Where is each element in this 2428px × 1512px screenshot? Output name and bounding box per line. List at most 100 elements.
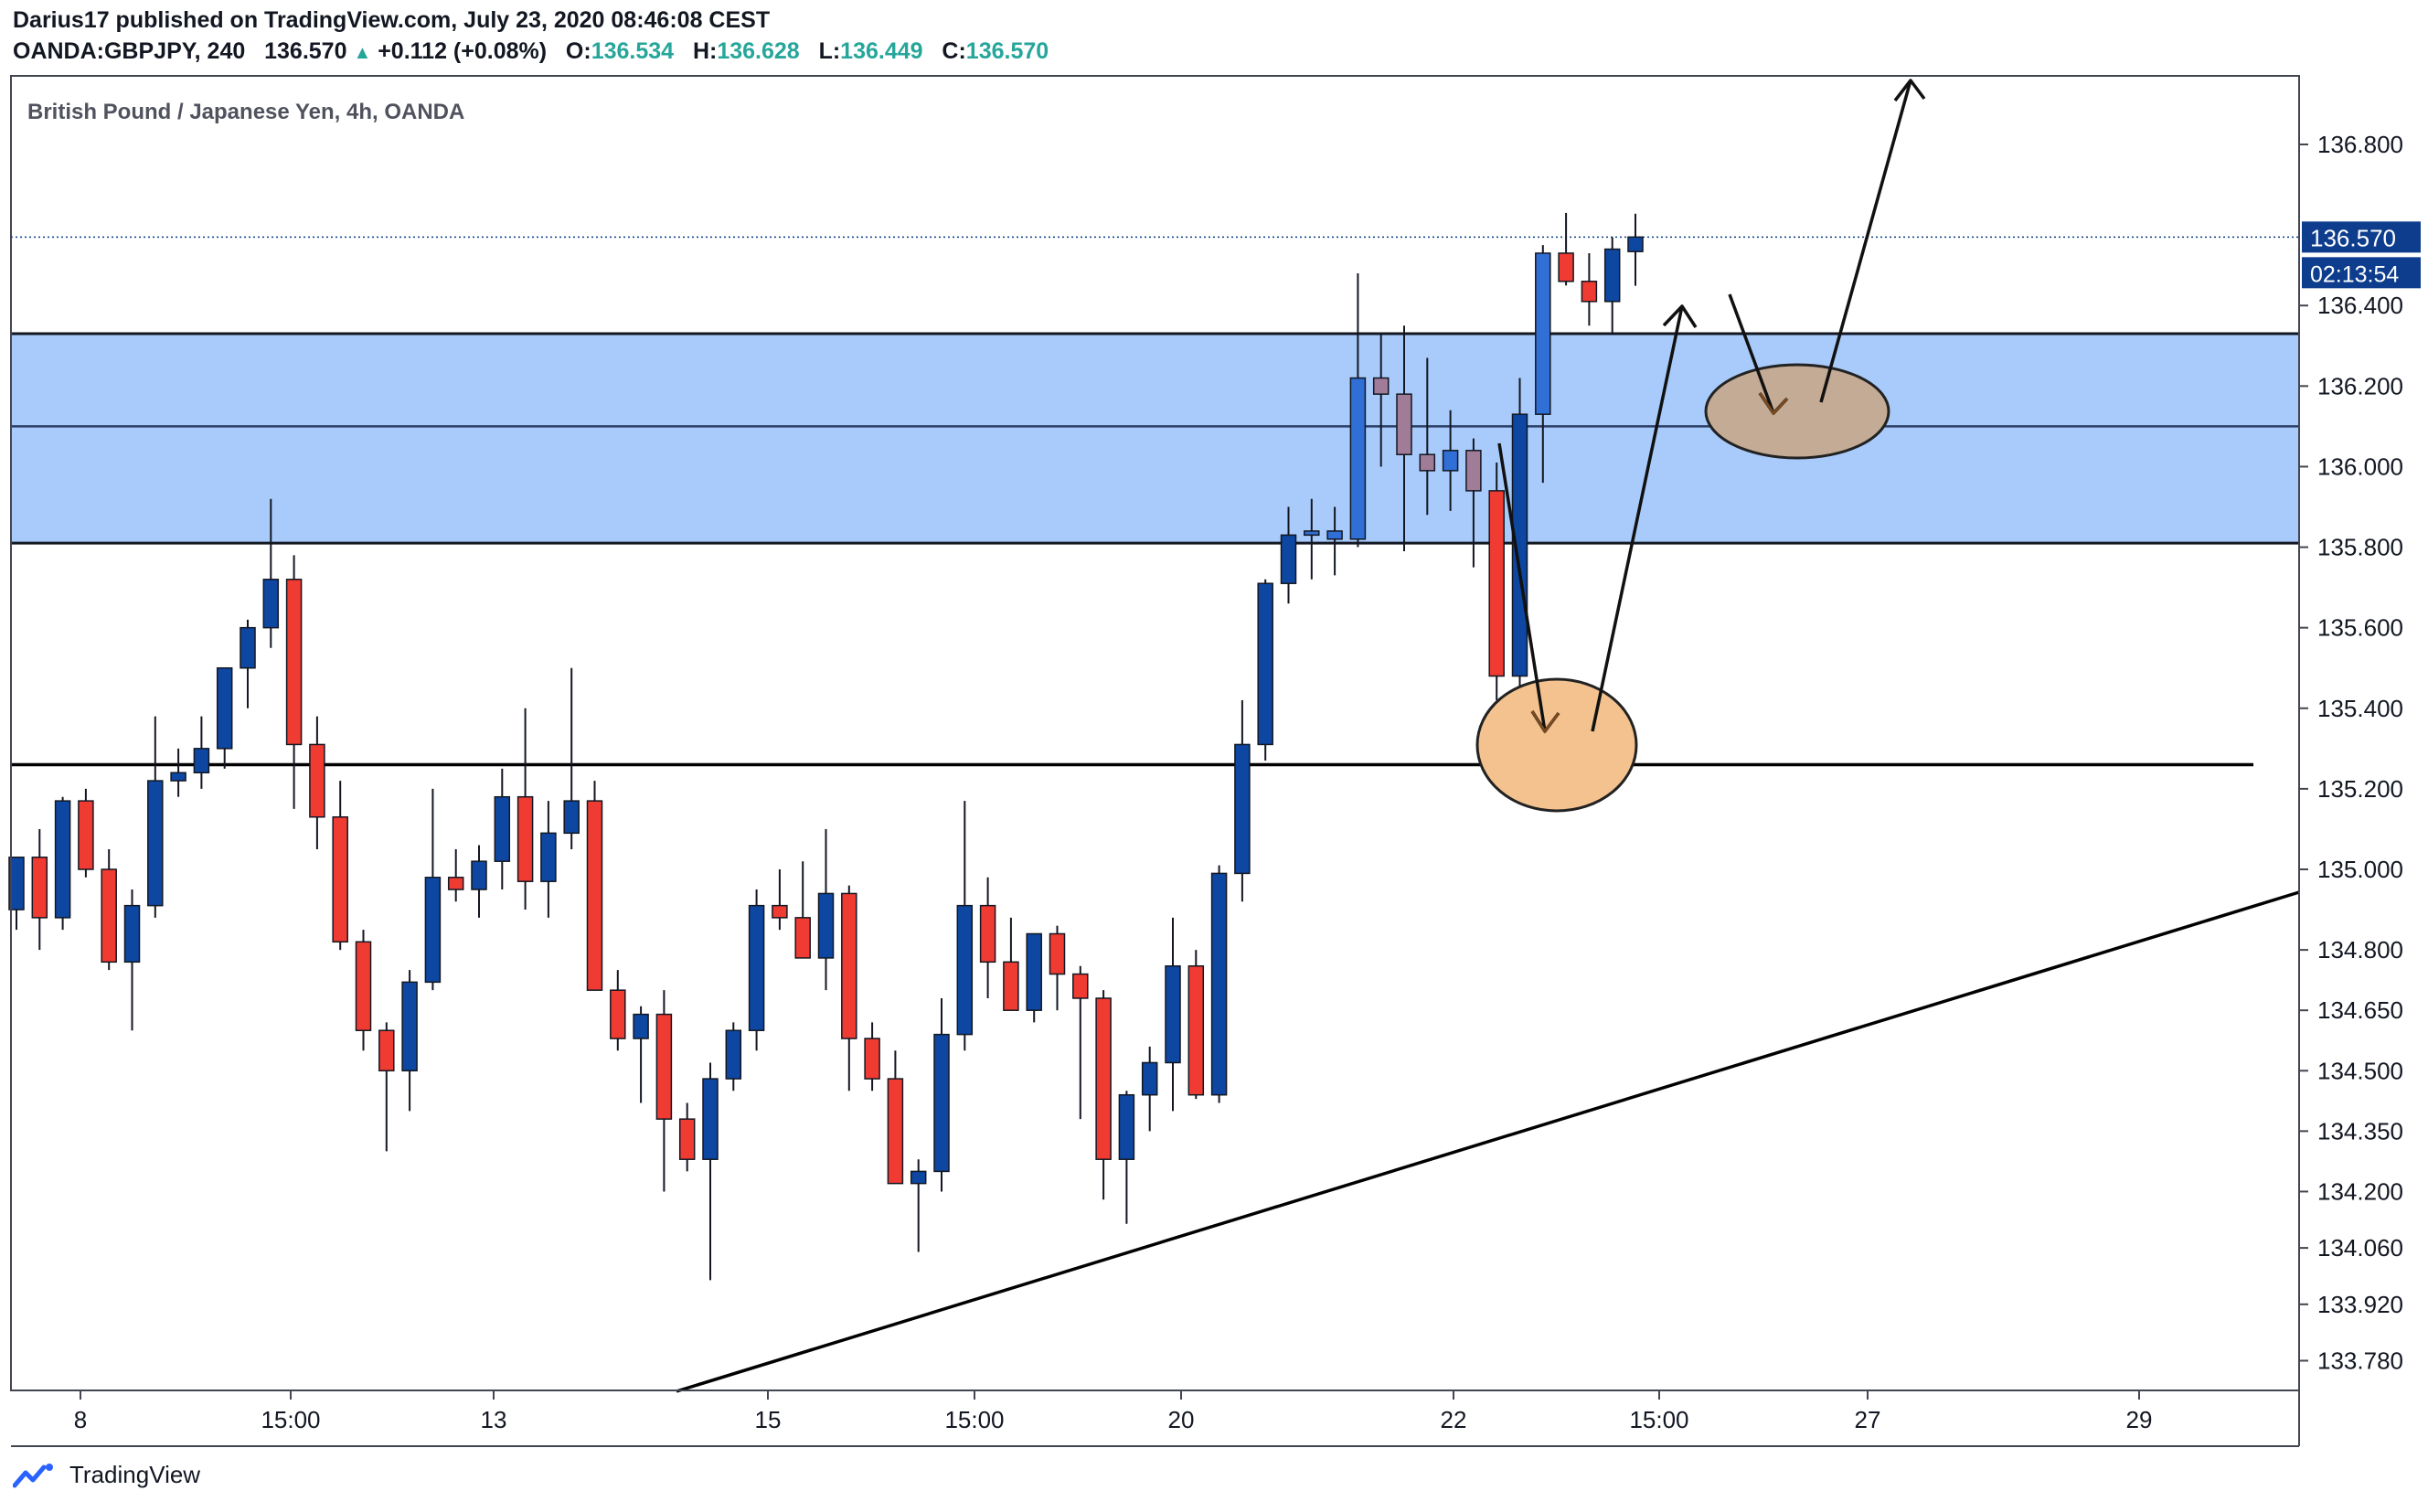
candle[interactable]	[933, 997, 950, 1192]
last-price-badge[interactable]: 136.570 02:13:54	[2302, 221, 2421, 289]
candle[interactable]	[1304, 498, 1320, 580]
candle[interactable]	[1210, 865, 1228, 1103]
time-axis[interactable]: 8 15:00 13 15 15:00 20 22 15:00 27 29	[74, 1390, 2153, 1433]
arrow-path	[1728, 293, 1775, 414]
candle[interactable]	[147, 716, 164, 918]
zone-rect[interactable]	[11, 334, 2299, 544]
candle[interactable]	[378, 1022, 395, 1152]
candle[interactable]	[563, 667, 580, 849]
candle[interactable]	[1234, 699, 1251, 902]
candle[interactable]	[586, 781, 603, 991]
x-tick-label: 20	[1168, 1406, 1195, 1433]
candle[interactable]	[794, 861, 811, 959]
candle[interactable]	[1442, 410, 1459, 511]
candle[interactable]	[1118, 1091, 1135, 1224]
candle[interactable]	[1072, 965, 1089, 1120]
candle[interactable]	[887, 1050, 904, 1185]
candle[interactable]	[1396, 325, 1412, 551]
retest-ellipse-low[interactable]	[1475, 677, 1638, 813]
candle[interactable]	[772, 869, 788, 931]
candle[interactable]	[633, 1006, 649, 1103]
candle[interactable]	[979, 877, 996, 998]
price-axis[interactable]: 136.800 136.400 136.200 136.000 135.800 135.6…	[2299, 131, 2421, 1374]
candle[interactable]	[1511, 378, 1528, 729]
retest-ellipse-high[interactable]	[1704, 363, 1890, 460]
candle[interactable]	[1141, 1046, 1158, 1132]
candle[interactable]	[424, 788, 442, 991]
candle[interactable]	[401, 970, 418, 1112]
candles[interactable]	[8, 212, 1644, 1281]
plot-border	[10, 75, 2300, 1391]
candle[interactable]	[1581, 252, 1598, 326]
candle[interactable]	[8, 857, 25, 931]
x-tick-label: 8	[74, 1406, 87, 1433]
high-label: H:	[692, 38, 718, 64]
candle[interactable]	[216, 666, 233, 769]
candle-body	[1003, 961, 1019, 1011]
candle[interactable]	[1627, 213, 1644, 286]
arrow-up-target[interactable]	[1819, 79, 1926, 403]
candle[interactable]	[355, 930, 372, 1051]
candle-body	[147, 780, 164, 907]
candle[interactable]	[123, 889, 141, 1031]
candle[interactable]	[332, 781, 348, 951]
candle[interactable]	[1280, 506, 1297, 604]
candle[interactable]	[1003, 917, 1019, 1011]
tradingview-brand[interactable]: TradingView	[13, 1461, 200, 1489]
candle[interactable]	[1372, 334, 1390, 467]
candle[interactable]	[78, 788, 94, 878]
candle[interactable]	[1535, 245, 1551, 484]
badge-bg	[2302, 221, 2421, 253]
candle[interactable]	[240, 619, 256, 708]
candle[interactable]	[1165, 917, 1181, 1112]
ascending-trendline[interactable]	[676, 890, 2300, 1393]
candle[interactable]	[193, 716, 210, 789]
candle[interactable]	[1257, 579, 1273, 761]
candle[interactable]	[31, 828, 48, 951]
candle[interactable]	[1095, 990, 1112, 1200]
candle-body	[864, 1038, 880, 1080]
candle[interactable]	[516, 708, 534, 910]
candle[interactable]	[494, 768, 511, 890]
candle-body	[1210, 872, 1228, 1096]
candle[interactable]	[1488, 463, 1505, 700]
y-tick-label: 133.780	[2317, 1347, 2403, 1374]
candle[interactable]	[1026, 932, 1042, 1023]
candle[interactable]	[841, 885, 857, 1091]
y-tick-label: 136.000	[2317, 453, 2403, 480]
candle[interactable]	[101, 848, 117, 971]
candle[interactable]	[285, 555, 303, 809]
candle-body	[309, 743, 325, 818]
candle[interactable]	[748, 889, 765, 1051]
candle[interactable]	[540, 801, 557, 918]
x-tick-label: 15:00	[1629, 1406, 1688, 1433]
candle[interactable]	[447, 848, 464, 902]
candle[interactable]	[309, 716, 325, 849]
candle[interactable]	[655, 990, 673, 1192]
candle[interactable]	[725, 1022, 742, 1091]
candle[interactable]	[262, 498, 280, 648]
candle[interactable]	[1049, 925, 1066, 1011]
candle[interactable]	[1465, 438, 1482, 568]
arrow-path	[1819, 80, 1912, 403]
candle[interactable]	[1558, 212, 1574, 286]
candle[interactable]	[610, 970, 626, 1051]
candle[interactable]	[1326, 506, 1343, 576]
candle[interactable]	[910, 1159, 927, 1252]
candle[interactable]	[678, 1102, 696, 1172]
drawings[interactable]	[676, 79, 2300, 1393]
candle[interactable]	[54, 796, 71, 931]
candle[interactable]	[1349, 272, 1367, 548]
candle-body	[8, 857, 25, 910]
candle[interactable]	[702, 1062, 719, 1281]
candle[interactable]	[471, 845, 487, 918]
candle[interactable]	[864, 1022, 880, 1091]
candle[interactable]	[1419, 357, 1436, 516]
candle[interactable]	[170, 748, 186, 797]
candle[interactable]	[817, 828, 835, 991]
candle[interactable]	[1187, 950, 1205, 1100]
candle[interactable]	[1603, 237, 1621, 335]
candle[interactable]	[956, 801, 974, 1051]
arrow-up-to-zone[interactable]	[1591, 304, 1698, 732]
